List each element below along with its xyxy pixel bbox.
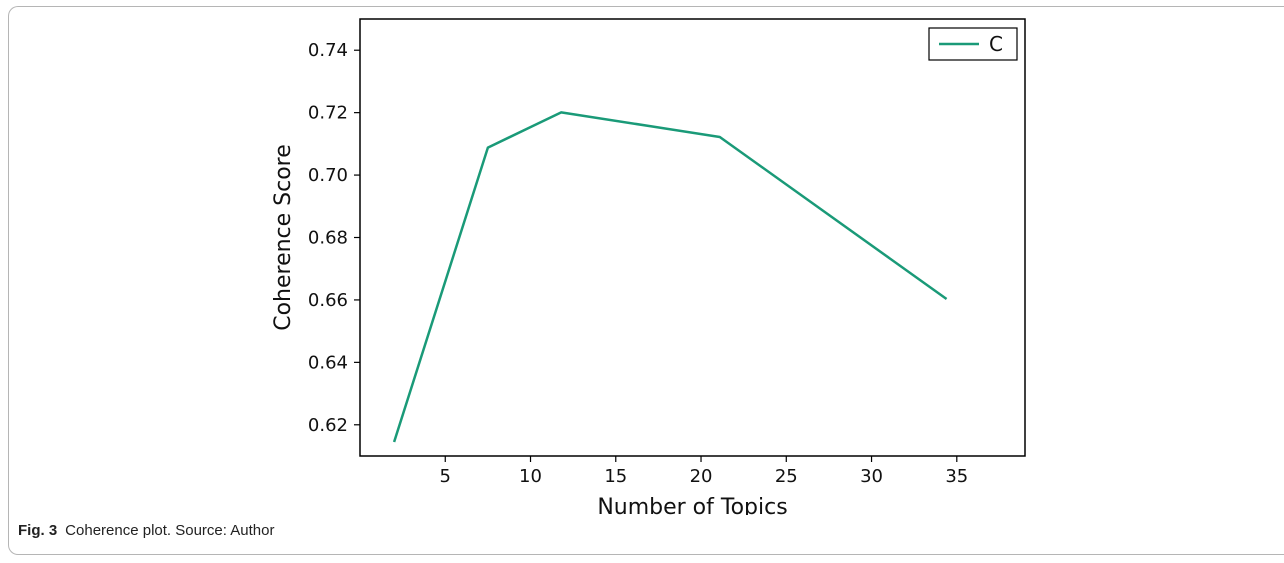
x-tick-label: 10 — [519, 466, 542, 487]
y-tick-label: 0.74 — [308, 40, 348, 61]
x-tick-label: 30 — [860, 466, 883, 487]
x-axis-label: Number of Topics — [597, 495, 787, 515]
x-tick-label: 25 — [775, 466, 798, 487]
legend: C — [928, 27, 1018, 61]
y-tick-label: 0.70 — [308, 165, 348, 186]
x-tick-label: 35 — [945, 466, 968, 487]
y-tick-label: 0.72 — [308, 103, 348, 124]
y-axis-label: Coherence Score — [271, 144, 296, 331]
figure-caption-text: Coherence plot. Source: Author — [65, 522, 275, 539]
y-tick-label: 0.62 — [308, 415, 348, 436]
axis-ticks: 5 10 15 20 25 30 35 0.62 0.64 0.66 0.68 0.70 0.72 0.7… — [308, 40, 968, 487]
x-tick-label: 5 — [440, 466, 451, 487]
y-tick-label: 0.68 — [308, 228, 348, 249]
y-tick-label: 0.64 — [308, 352, 348, 373]
figure-frame — [8, 6, 1284, 555]
x-tick-label: 15 — [604, 466, 627, 487]
x-tick-label: 20 — [690, 466, 713, 487]
legend-label: C — [989, 32, 1003, 56]
coherence-chart: 5 10 15 20 25 30 35 0.62 0.64 0.66 0.68 0.70 0.72 0.7… — [271, 18, 1026, 515]
figure-number: Fig. 3 — [18, 522, 58, 539]
y-tick-label: 0.66 — [308, 290, 348, 311]
series-layer — [392, 111, 948, 443]
series-line-C — [392, 111, 948, 443]
figure-caption: Fig. 3 Coherence plot. Source: Author — [18, 522, 274, 539]
